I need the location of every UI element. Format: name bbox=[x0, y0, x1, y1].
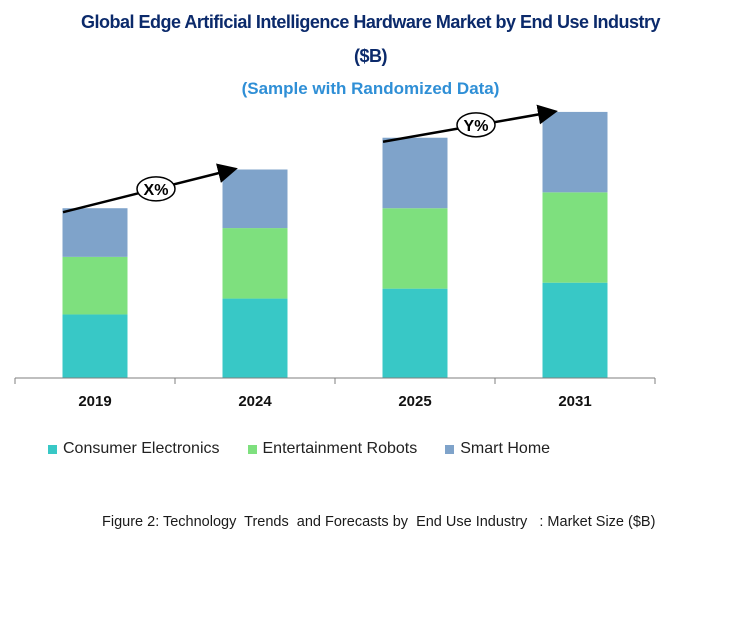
x-tick-label-2024: 2024 bbox=[238, 393, 272, 410]
legend-label-smart-home: Smart Home bbox=[460, 440, 551, 457]
x-tick-label-2025: 2025 bbox=[398, 393, 431, 410]
legend-swatch-smart-home bbox=[445, 444, 455, 454]
legend-swatch-consumer-electronics bbox=[48, 444, 57, 454]
bar-entertainment-robots-2025 bbox=[382, 208, 448, 289]
legend-item-smart-home: Smart Home bbox=[445, 440, 550, 458]
chart-subtitle: (Sample with Randomized Data) bbox=[241, 79, 500, 98]
bar-smart-home-2025 bbox=[382, 137, 448, 209]
growth-label-ellipse-2 bbox=[456, 112, 496, 138]
bar-smart-home-2019 bbox=[62, 208, 128, 257]
legend-item-consumer-electronics: Consumer Electronics bbox=[48, 440, 220, 458]
chart-title: Global Edge Artificial Intelligence Hard… bbox=[81, 12, 661, 32]
bar-entertainment-robots-2031 bbox=[542, 192, 608, 283]
bar-entertainment-robots-2024 bbox=[222, 228, 288, 299]
bar-consumer-electronics-2024 bbox=[222, 298, 288, 378]
legend: Consumer Electronics Entertainment Robot… bbox=[48, 440, 550, 458]
legend-label-consumer-electronics: Consumer Electronics bbox=[63, 440, 220, 457]
legend-item-entertainment-robots: Entertainment Robots bbox=[247, 440, 418, 458]
bar-smart-home-2031 bbox=[542, 111, 608, 193]
bar-consumer-electronics-2025 bbox=[382, 288, 448, 378]
stacked-bar-chart: 2019 2024 2025 2031 X% Y% bbox=[14, 104, 656, 410]
x-tick-label-2019: 2019 bbox=[78, 393, 111, 410]
growth-label-1: X% bbox=[144, 182, 169, 199]
x-tick-label-2031: 2031 bbox=[558, 393, 591, 410]
growth-label-ellipse-1 bbox=[136, 176, 176, 202]
figure-caption: Figure 2: Technology Trends and Forecast… bbox=[102, 514, 656, 530]
legend-swatch-entertainment-robots bbox=[247, 444, 257, 454]
bar-entertainment-robots-2019 bbox=[62, 256, 128, 315]
bar-consumer-electronics-2031 bbox=[542, 282, 608, 378]
chart-title-unit: ($B) bbox=[354, 46, 388, 66]
legend-label-entertainment-robots: Entertainment Robots bbox=[262, 440, 418, 457]
growth-label-2: Y% bbox=[464, 118, 489, 135]
bar-smart-home-2024 bbox=[222, 169, 288, 229]
bar-consumer-electronics-2019 bbox=[62, 314, 128, 378]
